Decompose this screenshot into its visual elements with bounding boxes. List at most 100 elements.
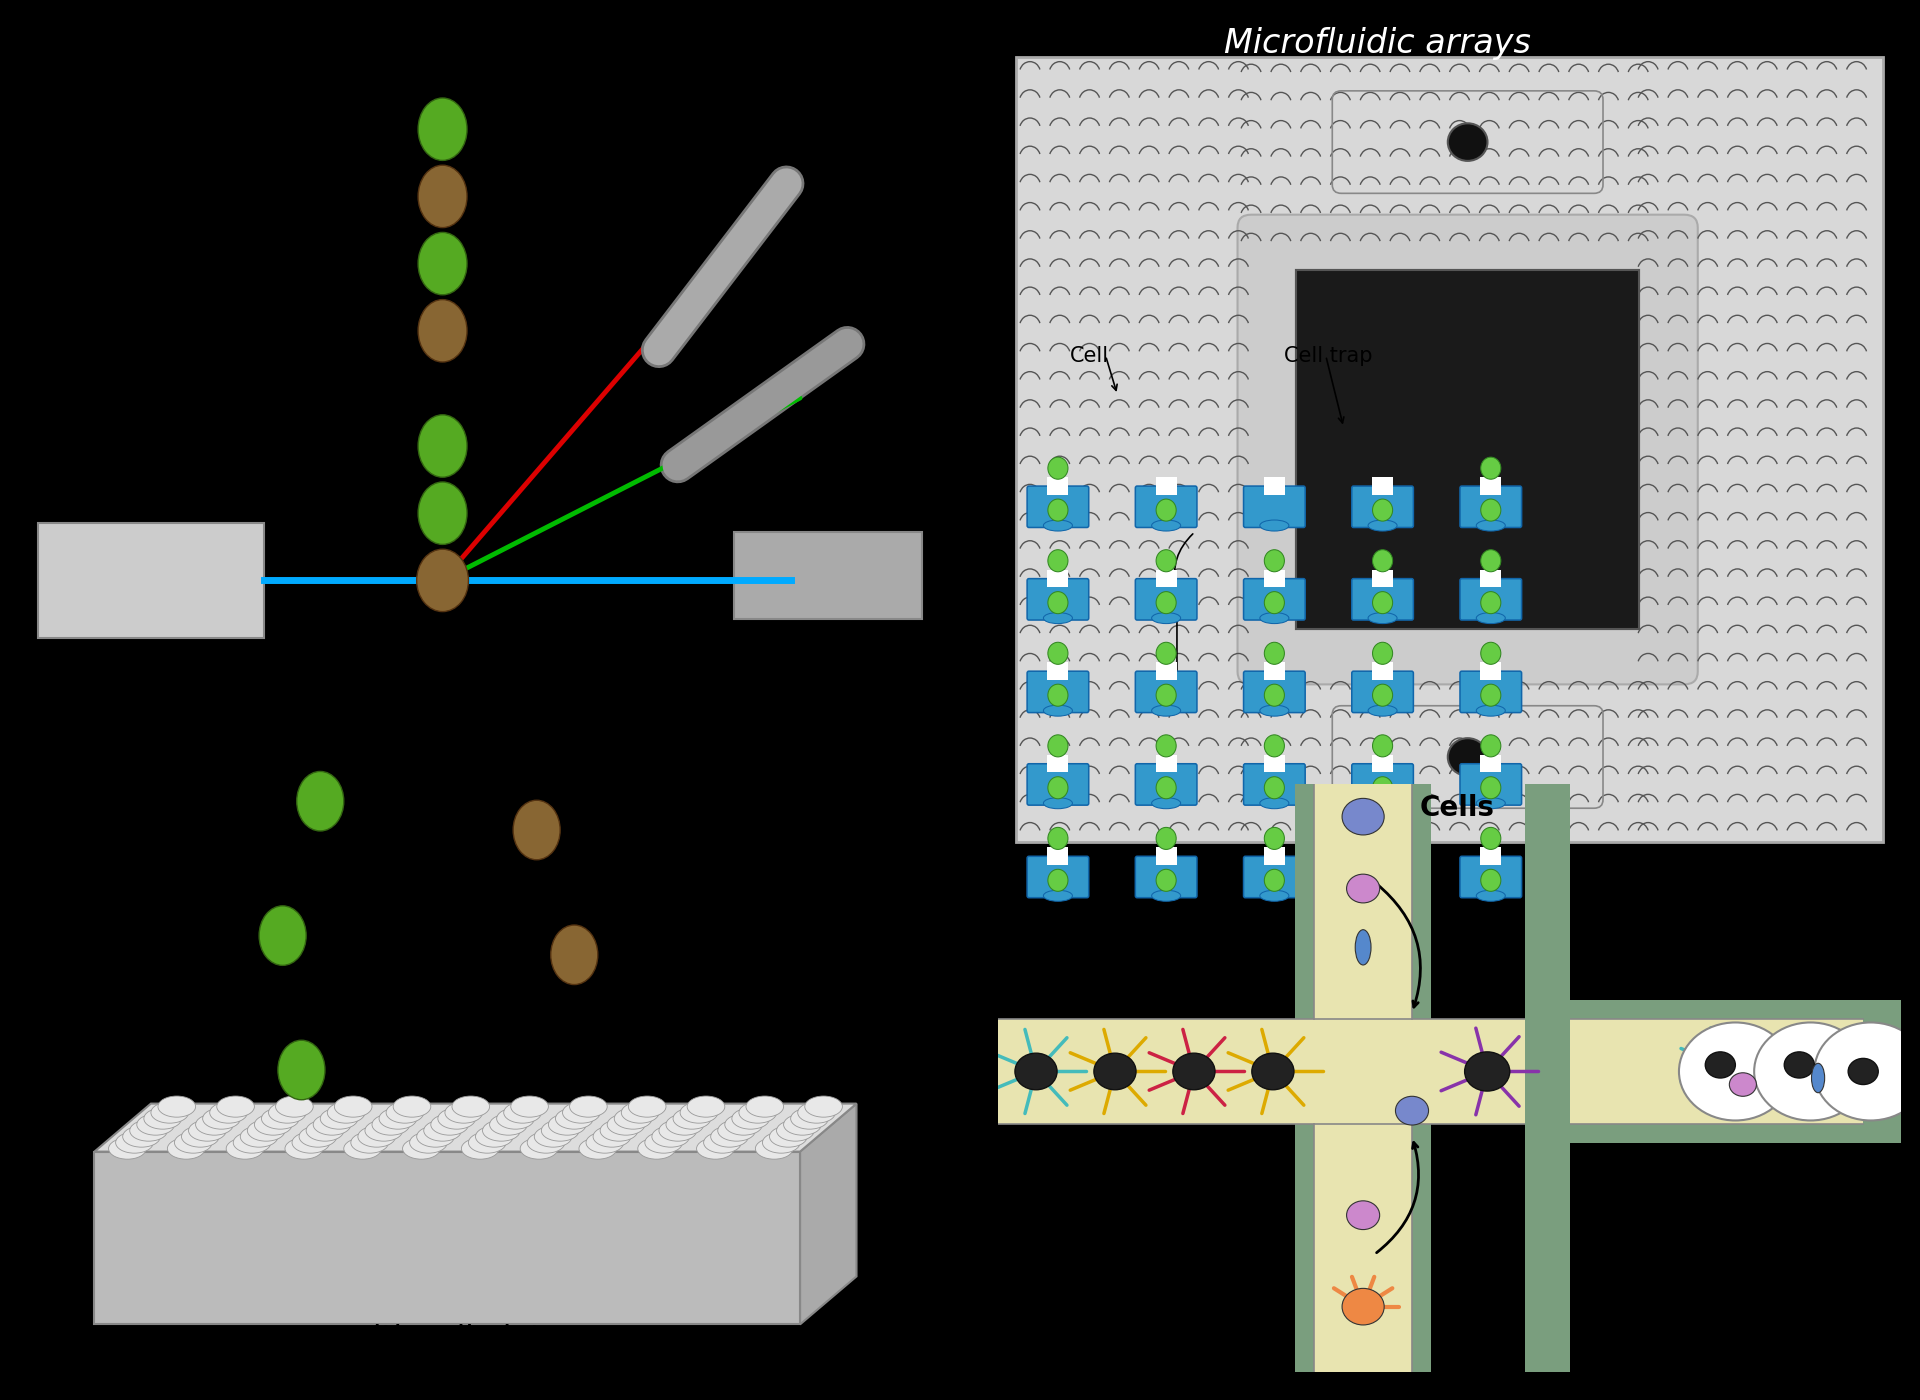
- Circle shape: [1263, 777, 1284, 799]
- Ellipse shape: [482, 1120, 520, 1141]
- Circle shape: [1373, 827, 1392, 850]
- Circle shape: [1396, 1096, 1428, 1126]
- Ellipse shape: [468, 1133, 507, 1154]
- Circle shape: [1814, 1022, 1920, 1120]
- Ellipse shape: [1476, 519, 1505, 531]
- Ellipse shape: [144, 1107, 182, 1130]
- Ellipse shape: [394, 1096, 430, 1117]
- Bar: [1480, 847, 1501, 865]
- Ellipse shape: [115, 1133, 154, 1154]
- Ellipse shape: [365, 1120, 403, 1141]
- Ellipse shape: [1811, 1064, 1824, 1092]
- Circle shape: [1016, 1053, 1058, 1089]
- FancyBboxPatch shape: [1244, 764, 1306, 805]
- Ellipse shape: [344, 1138, 382, 1159]
- Ellipse shape: [196, 1114, 232, 1135]
- Ellipse shape: [461, 1138, 499, 1159]
- Ellipse shape: [248, 1120, 284, 1141]
- Ellipse shape: [1260, 519, 1288, 531]
- Text: Multispectral
detectors: Multispectral detectors: [762, 302, 933, 358]
- Polygon shape: [94, 1103, 856, 1152]
- Ellipse shape: [541, 1120, 580, 1141]
- Ellipse shape: [637, 1138, 676, 1159]
- Circle shape: [1705, 1051, 1736, 1078]
- Bar: [1480, 477, 1501, 494]
- Circle shape: [1156, 498, 1177, 521]
- Ellipse shape: [755, 1138, 793, 1159]
- Ellipse shape: [276, 1096, 313, 1117]
- FancyBboxPatch shape: [1027, 578, 1089, 620]
- Circle shape: [1448, 123, 1488, 161]
- Ellipse shape: [136, 1114, 175, 1135]
- Ellipse shape: [586, 1133, 624, 1154]
- FancyBboxPatch shape: [1352, 486, 1413, 528]
- Ellipse shape: [570, 1096, 607, 1117]
- Ellipse shape: [791, 1107, 828, 1130]
- Circle shape: [1048, 735, 1068, 757]
- Ellipse shape: [645, 1133, 682, 1154]
- Ellipse shape: [710, 1126, 749, 1147]
- Ellipse shape: [152, 1102, 188, 1123]
- Bar: [94, 1152, 801, 1324]
- Circle shape: [1480, 827, 1501, 850]
- Ellipse shape: [551, 925, 597, 984]
- Bar: [1480, 570, 1501, 587]
- FancyBboxPatch shape: [1352, 578, 1413, 620]
- Ellipse shape: [797, 1102, 835, 1123]
- Circle shape: [1156, 592, 1177, 613]
- Ellipse shape: [622, 1102, 659, 1123]
- Ellipse shape: [1043, 613, 1073, 623]
- Circle shape: [1373, 498, 1392, 521]
- Ellipse shape: [680, 1102, 718, 1123]
- Ellipse shape: [804, 1096, 843, 1117]
- Ellipse shape: [614, 1107, 653, 1130]
- Ellipse shape: [511, 1096, 549, 1117]
- Circle shape: [1373, 550, 1392, 571]
- Ellipse shape: [227, 1138, 263, 1159]
- Circle shape: [1373, 643, 1392, 665]
- FancyBboxPatch shape: [1459, 857, 1521, 897]
- Ellipse shape: [109, 1138, 146, 1159]
- Circle shape: [1263, 685, 1284, 706]
- Ellipse shape: [278, 1040, 324, 1100]
- Bar: [1263, 847, 1284, 865]
- Bar: [1373, 755, 1394, 773]
- Ellipse shape: [1260, 890, 1288, 902]
- Ellipse shape: [419, 414, 467, 477]
- Ellipse shape: [776, 1120, 814, 1141]
- Ellipse shape: [497, 1107, 534, 1130]
- Ellipse shape: [628, 1096, 666, 1117]
- Bar: [1296, 1124, 1430, 1372]
- Ellipse shape: [1043, 519, 1073, 531]
- Bar: [1480, 755, 1501, 773]
- Ellipse shape: [188, 1120, 227, 1141]
- Ellipse shape: [175, 1133, 211, 1154]
- Bar: [1048, 662, 1068, 680]
- Ellipse shape: [1152, 519, 1181, 531]
- Circle shape: [1346, 1201, 1380, 1229]
- Circle shape: [1346, 874, 1380, 903]
- Ellipse shape: [372, 1114, 409, 1135]
- Circle shape: [1480, 685, 1501, 706]
- FancyBboxPatch shape: [1459, 578, 1521, 620]
- Circle shape: [1048, 498, 1068, 521]
- Bar: [1373, 570, 1394, 587]
- Ellipse shape: [703, 1133, 741, 1154]
- Bar: [998, 1019, 1862, 1124]
- Bar: [1156, 570, 1177, 587]
- Bar: [733, 532, 922, 619]
- Bar: [1373, 847, 1394, 865]
- Ellipse shape: [284, 1138, 323, 1159]
- FancyBboxPatch shape: [1352, 671, 1413, 713]
- Ellipse shape: [1043, 890, 1073, 902]
- Ellipse shape: [659, 1120, 697, 1141]
- Ellipse shape: [607, 1114, 645, 1135]
- Circle shape: [1678, 1022, 1791, 1120]
- Ellipse shape: [419, 232, 467, 295]
- Bar: [1156, 477, 1177, 494]
- Circle shape: [1048, 592, 1068, 613]
- Circle shape: [1784, 1051, 1814, 1078]
- Ellipse shape: [513, 801, 561, 860]
- Bar: [1313, 1124, 1411, 1372]
- Ellipse shape: [739, 1102, 776, 1123]
